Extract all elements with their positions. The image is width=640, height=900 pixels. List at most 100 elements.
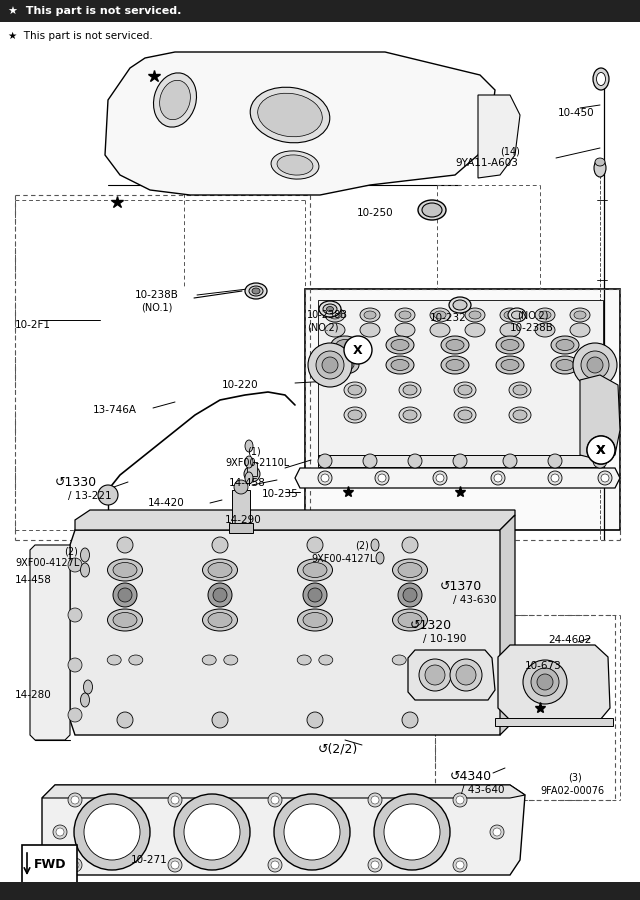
- Ellipse shape: [129, 655, 143, 665]
- Text: 10-673: 10-673: [525, 661, 562, 671]
- Ellipse shape: [403, 410, 417, 420]
- Ellipse shape: [392, 609, 428, 631]
- Ellipse shape: [422, 203, 442, 217]
- Circle shape: [587, 357, 603, 373]
- Text: 10-220: 10-220: [222, 380, 259, 390]
- Bar: [22, 845, 77, 883]
- Circle shape: [523, 660, 567, 704]
- Circle shape: [316, 351, 344, 379]
- Ellipse shape: [496, 336, 524, 354]
- Ellipse shape: [593, 68, 609, 90]
- Ellipse shape: [399, 382, 421, 398]
- Circle shape: [303, 583, 327, 607]
- Polygon shape: [408, 650, 495, 700]
- Ellipse shape: [392, 655, 406, 665]
- Ellipse shape: [596, 73, 605, 86]
- Text: 10-238B: 10-238B: [135, 290, 179, 300]
- Bar: [232, 490, 250, 525]
- Polygon shape: [75, 510, 515, 530]
- Circle shape: [456, 665, 476, 685]
- Polygon shape: [42, 785, 525, 798]
- Circle shape: [234, 480, 248, 494]
- Ellipse shape: [594, 159, 606, 177]
- Ellipse shape: [458, 385, 472, 395]
- Ellipse shape: [504, 311, 516, 319]
- Ellipse shape: [113, 562, 137, 578]
- Circle shape: [308, 343, 352, 387]
- Circle shape: [208, 583, 232, 607]
- Ellipse shape: [202, 609, 237, 631]
- Ellipse shape: [399, 407, 421, 423]
- Circle shape: [494, 474, 502, 482]
- Ellipse shape: [395, 308, 415, 322]
- Ellipse shape: [344, 407, 366, 423]
- Ellipse shape: [513, 410, 527, 420]
- Circle shape: [363, 454, 377, 468]
- Ellipse shape: [297, 655, 311, 665]
- Circle shape: [375, 471, 389, 485]
- Ellipse shape: [446, 359, 464, 371]
- Ellipse shape: [319, 655, 333, 665]
- Circle shape: [450, 659, 482, 691]
- Circle shape: [531, 668, 559, 696]
- Text: / 10-190: / 10-190: [423, 634, 467, 644]
- Text: (NO.2): (NO.2): [517, 310, 548, 320]
- Circle shape: [453, 858, 467, 872]
- Ellipse shape: [331, 356, 359, 374]
- Polygon shape: [30, 545, 70, 740]
- Bar: [318, 300, 603, 460]
- Circle shape: [212, 712, 228, 728]
- Circle shape: [318, 471, 332, 485]
- Circle shape: [84, 804, 140, 860]
- Circle shape: [551, 474, 559, 482]
- Ellipse shape: [336, 339, 354, 350]
- Circle shape: [453, 454, 467, 468]
- Text: (2): (2): [64, 546, 78, 556]
- Circle shape: [174, 794, 250, 870]
- Circle shape: [98, 485, 118, 505]
- Ellipse shape: [465, 323, 485, 337]
- Ellipse shape: [108, 609, 143, 631]
- Text: (14): (14): [500, 147, 520, 157]
- Text: / 43-630: / 43-630: [453, 595, 497, 605]
- Circle shape: [113, 583, 137, 607]
- Ellipse shape: [391, 359, 409, 371]
- Ellipse shape: [154, 73, 196, 127]
- Ellipse shape: [344, 382, 366, 398]
- Ellipse shape: [336, 359, 354, 371]
- Circle shape: [456, 796, 464, 804]
- Ellipse shape: [469, 311, 481, 319]
- Ellipse shape: [441, 356, 469, 374]
- Circle shape: [117, 537, 133, 553]
- Circle shape: [284, 804, 340, 860]
- Ellipse shape: [430, 323, 450, 337]
- Circle shape: [68, 608, 82, 622]
- Circle shape: [184, 804, 240, 860]
- Text: FWD: FWD: [34, 858, 67, 870]
- Circle shape: [456, 861, 464, 869]
- Bar: [495, 718, 613, 726]
- Ellipse shape: [331, 336, 359, 354]
- Circle shape: [503, 454, 517, 468]
- Circle shape: [344, 336, 372, 364]
- Ellipse shape: [208, 562, 232, 578]
- Circle shape: [321, 474, 329, 482]
- Circle shape: [403, 588, 417, 602]
- Ellipse shape: [364, 311, 376, 319]
- Circle shape: [307, 712, 323, 728]
- Polygon shape: [105, 52, 495, 195]
- Circle shape: [601, 474, 609, 482]
- Ellipse shape: [245, 440, 253, 452]
- Text: (NO.1): (NO.1): [141, 303, 172, 313]
- Circle shape: [274, 794, 350, 870]
- Circle shape: [548, 471, 562, 485]
- Text: ↺1370: ↺1370: [440, 580, 483, 593]
- Ellipse shape: [298, 609, 333, 631]
- Text: ↺1320: ↺1320: [410, 619, 452, 632]
- Circle shape: [587, 436, 615, 464]
- Circle shape: [68, 793, 82, 807]
- Text: (2): (2): [355, 541, 369, 551]
- Circle shape: [374, 794, 450, 870]
- Bar: [247, 462, 257, 476]
- Ellipse shape: [360, 308, 380, 322]
